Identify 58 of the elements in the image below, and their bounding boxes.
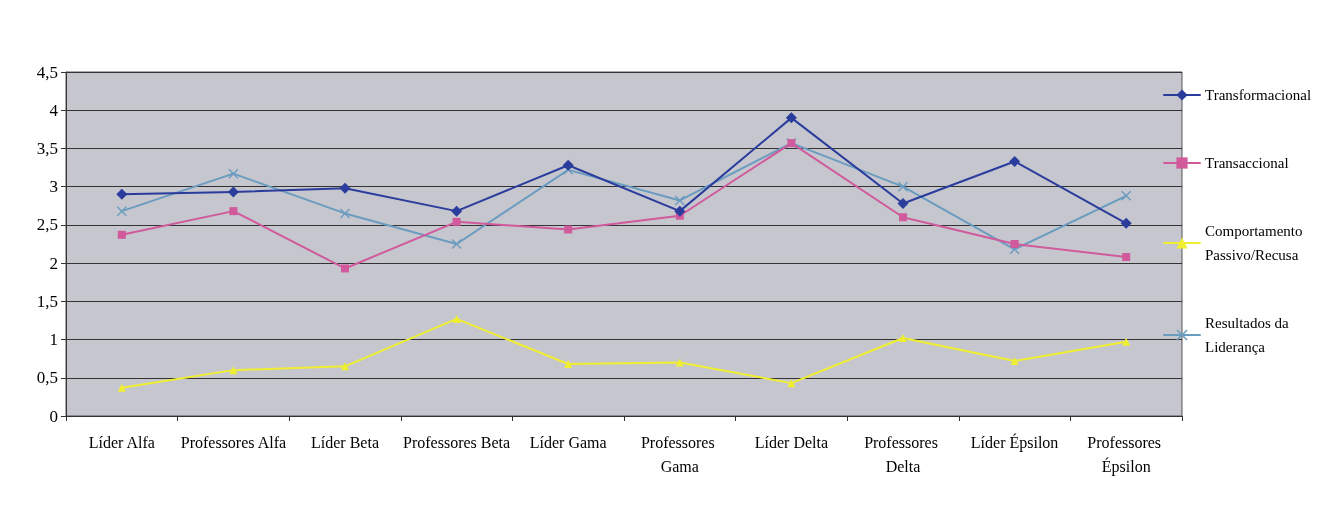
y-tick-label: 4	[49, 100, 59, 120]
y-tick-label: 3	[49, 177, 58, 197]
x-tick-label: Professores Beta	[403, 433, 511, 451]
point	[1010, 240, 1019, 248]
point	[451, 205, 463, 217]
y-tick-label: 2	[49, 253, 58, 273]
point	[1010, 356, 1019, 365]
legend-label: Transformacional	[1205, 87, 1312, 103]
point	[1122, 337, 1131, 346]
point	[785, 112, 797, 124]
x-tick-label: Professores Alfa	[180, 433, 287, 451]
x-tick-label: Líder Gama	[529, 433, 607, 451]
point	[227, 186, 239, 198]
y-tick-label: 0	[49, 406, 58, 426]
x-tick-label: Professores Épsilon	[1087, 433, 1166, 476]
point	[562, 159, 574, 171]
point	[340, 208, 350, 219]
point	[899, 213, 907, 222]
x-tick-label: Líder Delta	[754, 433, 829, 451]
point	[341, 264, 349, 273]
point	[1122, 253, 1131, 261]
point	[674, 195, 685, 206]
legend-label: Comportamento Passivo/Recusa	[1205, 223, 1307, 263]
y-tick-label: 2,5	[36, 215, 58, 235]
point	[229, 366, 238, 375]
x-tick-label: Professores Delta	[864, 433, 942, 475]
point	[899, 334, 907, 343]
point	[117, 383, 126, 392]
point	[897, 197, 909, 209]
point	[674, 205, 686, 217]
x-tick-label: Líder Alfa	[88, 433, 155, 451]
point	[339, 182, 351, 194]
point	[452, 314, 461, 323]
point	[116, 206, 127, 217]
y-tick-label: 0,5	[36, 368, 58, 388]
point	[564, 360, 573, 369]
point	[229, 207, 238, 216]
point	[1120, 217, 1132, 229]
point	[787, 379, 796, 388]
y-tick-label: 3,5	[36, 138, 58, 158]
point	[564, 225, 573, 234]
point	[452, 217, 461, 226]
y-tick-label: 1,5	[36, 291, 58, 311]
point	[341, 362, 349, 371]
legend-label: Resultados da Liderança	[1205, 315, 1293, 355]
point	[898, 181, 908, 192]
x-tick-label: Líder Épsilon	[970, 432, 1059, 452]
y-tick-label: 1	[49, 330, 58, 350]
point	[116, 188, 128, 200]
point	[1121, 190, 1132, 201]
y-tick-label: 4,5	[36, 62, 58, 82]
x-tick-label: Líder Beta	[311, 433, 379, 451]
point	[117, 230, 126, 239]
legend-label: Transaccional	[1205, 155, 1289, 171]
point	[451, 239, 462, 249]
x-tick-label: Professores Gama	[640, 433, 719, 475]
point	[228, 168, 239, 179]
point	[1009, 155, 1021, 167]
